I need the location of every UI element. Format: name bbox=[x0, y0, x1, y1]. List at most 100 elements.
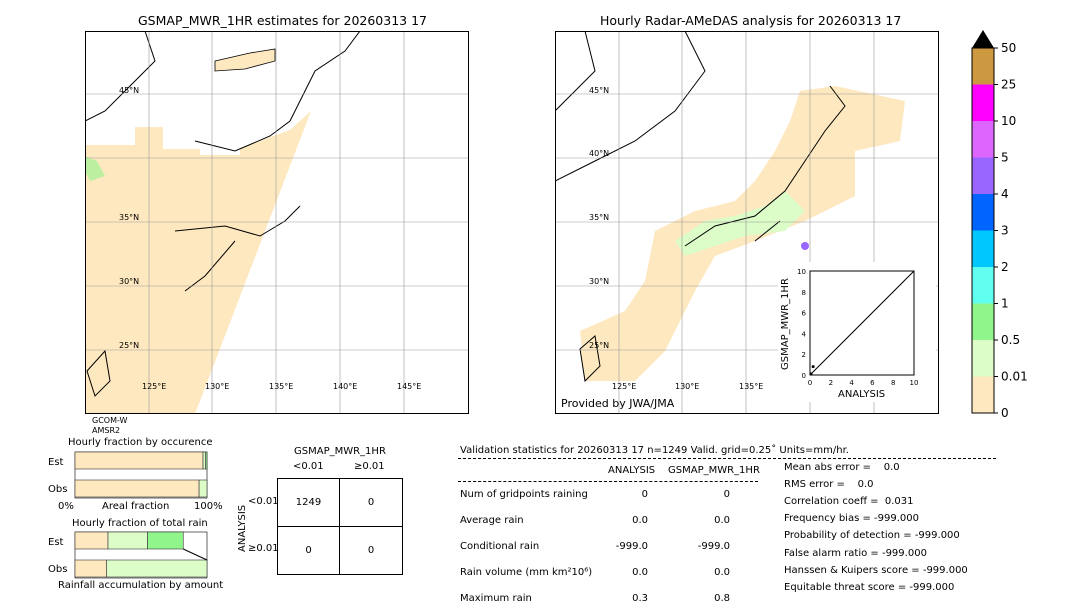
colorbar-label: 10 bbox=[1001, 114, 1016, 128]
y-tick-label: 8 bbox=[802, 289, 806, 297]
scatter-ylabel: GSMAP_MWR_1HR bbox=[780, 278, 791, 370]
score: Equitable threat score = -999.000 bbox=[784, 581, 955, 593]
lon-label: 135°E bbox=[739, 382, 764, 391]
fraction-title-1: Hourly fraction by occurence bbox=[68, 437, 213, 448]
stat-analysis: -999.0 bbox=[615, 541, 648, 552]
lon-label: 135°E bbox=[269, 382, 294, 391]
lon-label: 130°E bbox=[675, 382, 700, 391]
row-label: <0.01 bbox=[248, 496, 279, 507]
score: RMS error = 0.0 bbox=[784, 479, 874, 491]
fraction-segment bbox=[147, 531, 184, 550]
lon-label: 140°E bbox=[333, 382, 358, 391]
colorbar-label: 0.01 bbox=[1001, 370, 1028, 384]
y-tick-label: 10 bbox=[797, 268, 806, 276]
sensor-label: GCOM-W bbox=[92, 416, 128, 425]
col-label: <0.01 bbox=[293, 461, 324, 472]
axis-label: Areal fraction bbox=[102, 501, 170, 512]
score: Probability of detection = -999.000 bbox=[784, 530, 960, 542]
connector-line bbox=[183, 548, 208, 561]
col-analysis: ANALYSIS bbox=[608, 465, 656, 476]
stat-label: Rain volume (mm km²10⁶) bbox=[460, 567, 593, 578]
stats-header: Validation statistics for 20260313 17 n=… bbox=[460, 445, 849, 456]
lat-label: 35°N bbox=[119, 213, 140, 222]
stat-analysis: 0.0 bbox=[632, 515, 648, 526]
credit: Provided by JWA/JMA bbox=[561, 397, 675, 410]
fraction-segment bbox=[106, 559, 208, 578]
cell: 0 bbox=[278, 526, 340, 574]
colorbar-segment bbox=[972, 121, 994, 158]
lon-label: 145°E bbox=[397, 382, 422, 391]
fraction-segment bbox=[202, 451, 206, 470]
fraction-segment bbox=[107, 531, 148, 550]
x-tick-label: 10 bbox=[910, 379, 919, 387]
y-tick-label: 4 bbox=[802, 330, 807, 338]
scatter-point bbox=[809, 372, 813, 376]
obs-label: Obs bbox=[48, 484, 68, 495]
score: Mean abs error = 0.0 bbox=[784, 462, 900, 473]
lat-label: 45°N bbox=[589, 86, 610, 95]
right-map-title: Hourly Radar-AMeDAS analysis for 2026031… bbox=[600, 13, 902, 28]
axis-label: Rainfall accumulation by amount bbox=[58, 580, 224, 591]
x-tick-label: 2 bbox=[829, 379, 833, 387]
stat-analysis: 0.0 bbox=[632, 567, 648, 578]
fraction-segment bbox=[74, 479, 200, 498]
lat-label: 40°N bbox=[589, 149, 610, 158]
stat-label: Average rain bbox=[460, 515, 524, 526]
colorbar-segment bbox=[972, 376, 994, 413]
left-map-title: GSMAP_MWR_1HR estimates for 20260313 17 bbox=[138, 13, 427, 28]
lon-label: 130°E bbox=[205, 382, 230, 391]
colorbar-label: 4 bbox=[1001, 187, 1009, 201]
contingency-table: 1249 0 0 0 bbox=[277, 478, 403, 575]
row-label: ≥0.01 bbox=[248, 543, 279, 554]
lon-label: 125°E bbox=[142, 382, 167, 391]
cell: 1249 bbox=[278, 479, 340, 527]
colorbar-label: 3 bbox=[1001, 224, 1009, 238]
score: Hanssen & Kuipers score = -999.000 bbox=[784, 564, 968, 576]
colorbar-segment bbox=[972, 84, 994, 121]
colorbar-label: 0.5 bbox=[1001, 333, 1020, 347]
scatter-xlabel: ANALYSIS bbox=[838, 389, 886, 400]
colorbar-segment bbox=[972, 48, 994, 85]
colorbar-label: 5 bbox=[1001, 151, 1009, 165]
contingency-title: GSMAP_MWR_1HR bbox=[294, 446, 386, 457]
lon-label: 125°E bbox=[612, 382, 637, 391]
col-label: ≥0.01 bbox=[354, 461, 385, 472]
colorbar-label: 2 bbox=[1001, 260, 1009, 274]
left-map bbox=[85, 31, 469, 414]
x-tick-label: 4 bbox=[849, 379, 854, 387]
y-tick-label: 6 bbox=[802, 310, 807, 318]
colorbar-label: 0 bbox=[1001, 406, 1009, 418]
stat-analysis: 0 bbox=[641, 489, 648, 500]
stat-label: Conditional rain bbox=[460, 541, 540, 552]
score: Frequency bias = -999.000 bbox=[784, 513, 919, 525]
diagonal-line bbox=[809, 270, 915, 376]
colorbar-segment bbox=[972, 230, 994, 267]
cell: 0 bbox=[367, 544, 375, 556]
y-tick-label: 0 bbox=[802, 372, 806, 380]
fraction-segment bbox=[74, 559, 107, 578]
colorbar-extend-arrow bbox=[972, 30, 994, 48]
colorbar-segment bbox=[972, 194, 994, 231]
stat-gsmap: -999.0 bbox=[697, 541, 730, 552]
x-tick-label: 6 bbox=[870, 379, 875, 387]
lat-label: 25°N bbox=[119, 341, 140, 350]
axis-100: 100% bbox=[194, 501, 223, 512]
sensor-label: AMSR2 bbox=[92, 426, 121, 435]
obs-label: Obs bbox=[48, 564, 68, 575]
right-map bbox=[555, 31, 939, 414]
colorbar-segment bbox=[972, 340, 994, 377]
axis-0: 0% bbox=[58, 501, 74, 512]
y-tick-label: 2 bbox=[802, 351, 806, 359]
colorbar-label: 1 bbox=[1001, 297, 1009, 311]
cell: 0 bbox=[340, 479, 402, 527]
row-axis-label: ANALYSIS bbox=[237, 504, 248, 552]
colorbar: 0 0.01 0.5 1 2 3 4 5 10 25 50 bbox=[971, 30, 1028, 418]
est-label: Est bbox=[48, 457, 64, 468]
x-tick-label: 0 bbox=[808, 379, 812, 387]
lat-label: 30°N bbox=[589, 277, 610, 286]
fraction-segment bbox=[74, 531, 109, 550]
scatter-point bbox=[811, 365, 815, 369]
lat-label: 45°N bbox=[119, 86, 140, 95]
lat-label: 25°N bbox=[589, 341, 610, 350]
